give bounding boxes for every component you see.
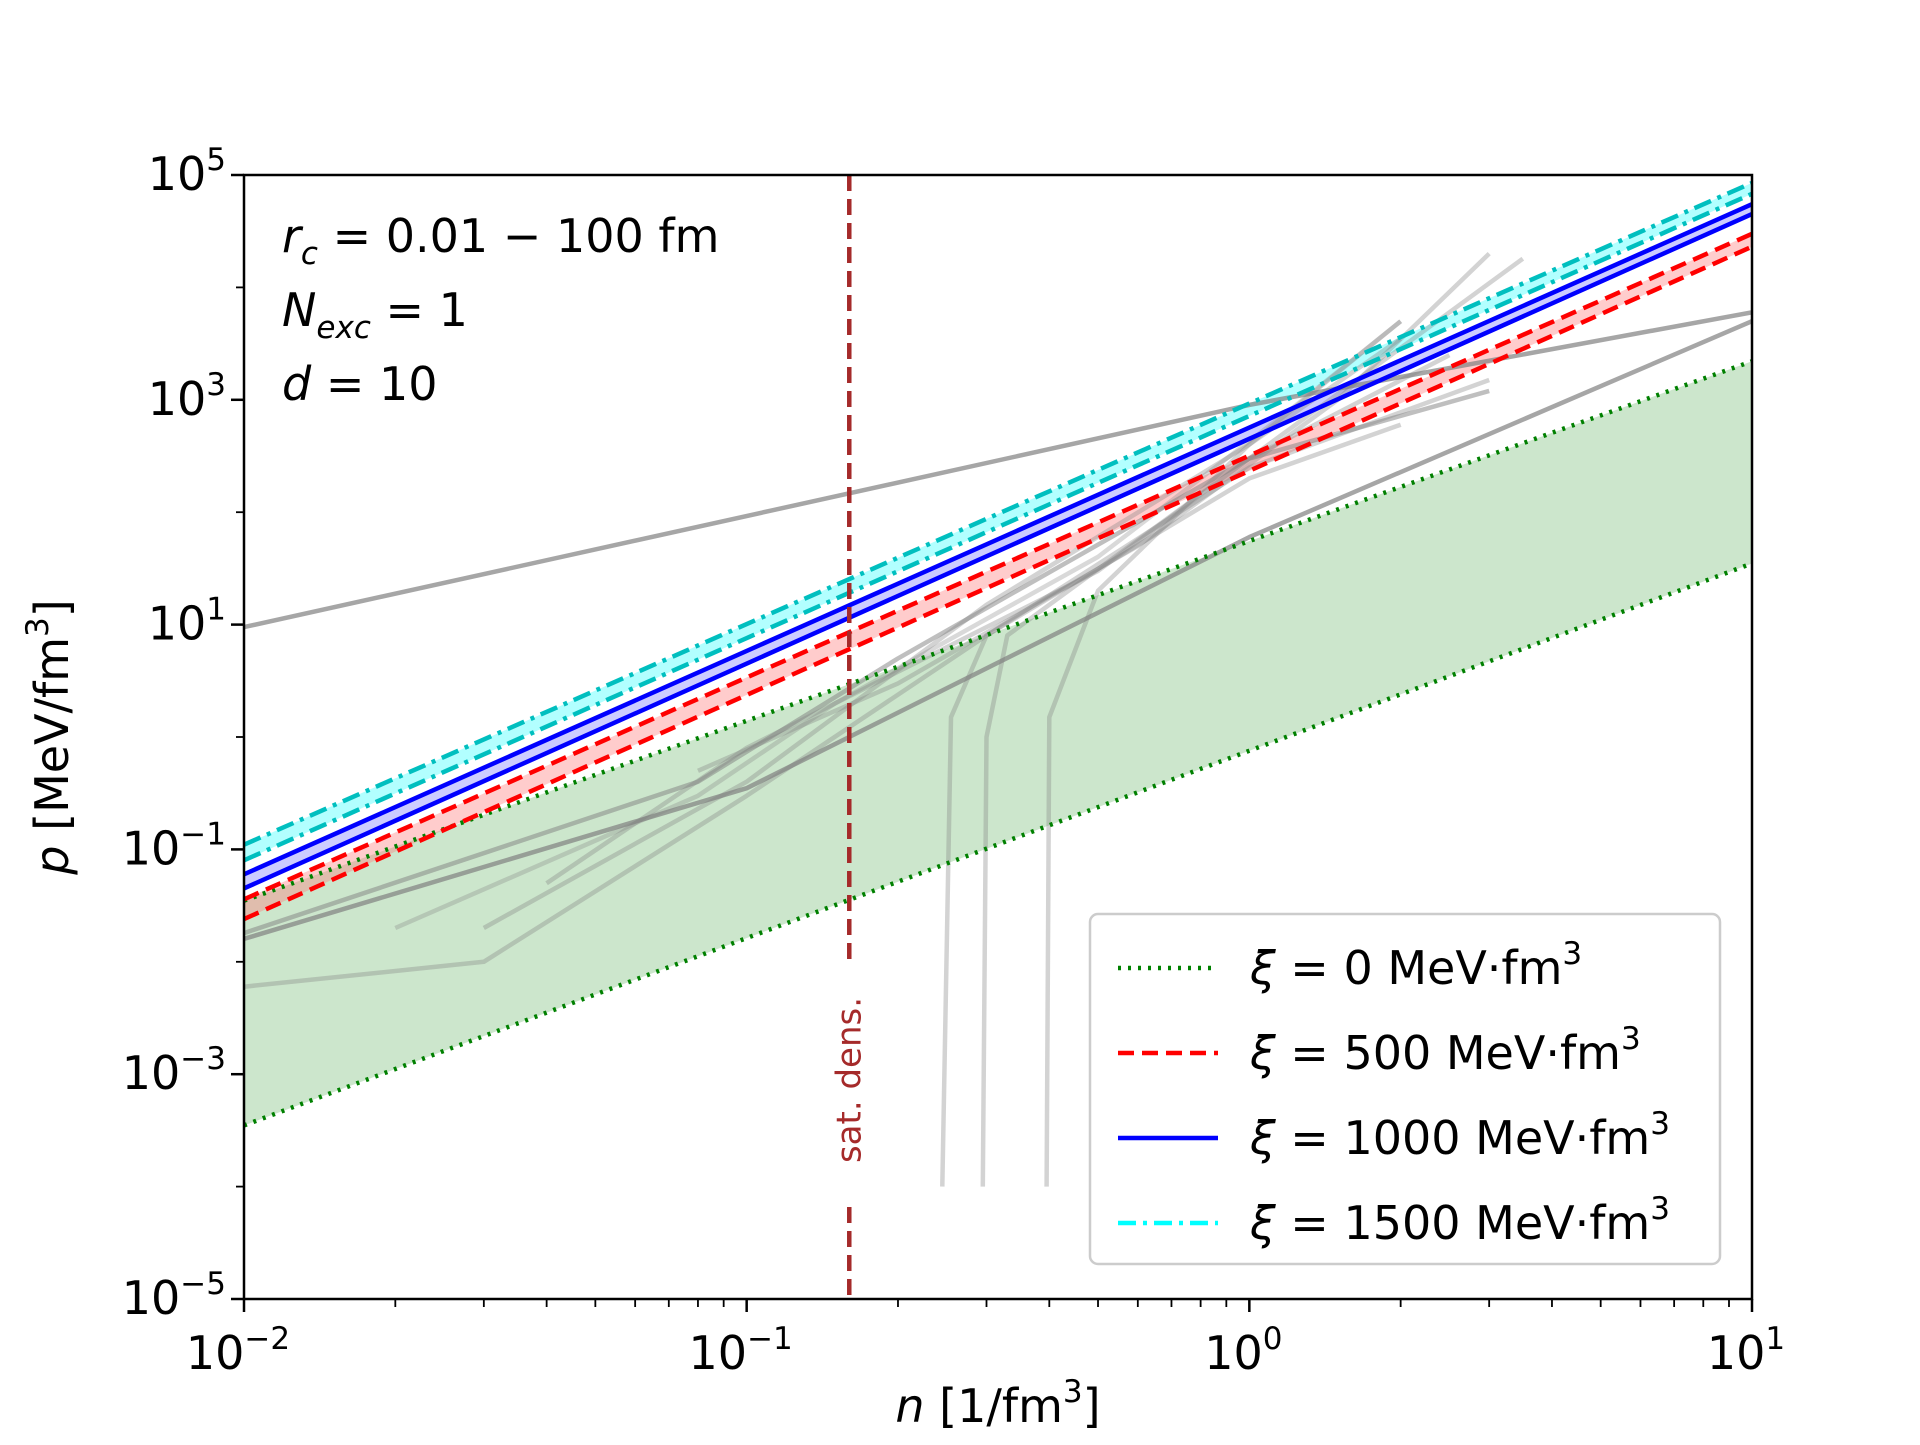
y-tick-label: 10−5 (122, 1266, 226, 1325)
band-xi-500 (244, 233, 1752, 920)
axis-labels-layer: n [1/fm3] p [MeV/fm3] (20, 599, 1101, 1433)
annotation-line-3: d = 10 (282, 357, 438, 411)
line-xi-0-lower (244, 561, 1752, 1128)
reference-curve-8 (940, 377, 1490, 1187)
line-xi-1500-upper (244, 180, 1752, 847)
legend-box (1088, 912, 1722, 1266)
line-xi-1000-upper (244, 202, 1752, 877)
legend-label-3: ξ = 1500 MeV·fm3 (1249, 1191, 1670, 1250)
x-axis-title: n [1/fm3] (895, 1374, 1100, 1433)
band-xi-1500 (244, 182, 1752, 861)
annotation-line-1: rc = 0.01 − 100 fm (282, 209, 719, 272)
line-xi-1500-lower (244, 191, 1752, 863)
bands-layer (244, 182, 1752, 1126)
band-xi-0 (244, 361, 1752, 1126)
saturation-density-layer: sat. dens. (825, 175, 874, 1299)
legend-label-1: ξ = 500 MeV·fm3 (1249, 1021, 1641, 1080)
legend-label-2: ξ = 1000 MeV·fm3 (1249, 1106, 1670, 1165)
line-xi-1000-lower (244, 211, 1752, 891)
y-tick-label: 103 (148, 367, 226, 426)
band-xi-1000 (244, 204, 1752, 889)
saturation-density-label: sat. dens. (829, 997, 869, 1163)
reference-curve-9 (980, 353, 1451, 1187)
y-tick-label: 101 (148, 592, 226, 651)
y-tick-label: 10−3 (122, 1041, 226, 1100)
annotation-line-2: Nexc = 1 (282, 283, 468, 346)
x-tick-label: 101 (1707, 1321, 1785, 1380)
line-xi-500-upper (244, 231, 1752, 902)
reference-curve-7 (697, 251, 1491, 773)
reference-curve-11 (394, 319, 1403, 931)
line-xi-500-lower (244, 244, 1752, 922)
x-tick-label: 100 (1204, 1321, 1282, 1380)
saturation-density-label-bg (825, 960, 874, 1200)
reference-curve-2 (244, 319, 1752, 942)
reference-curve-4 (244, 422, 1402, 989)
ticks-layer: 10−2 10−1 100 101 10−5 10−3 10−1 101 103 105 (122, 142, 1785, 1380)
parameter-annotation: rc = 0.01 − 100 fm Nexc = 1 d = 10 (282, 209, 719, 411)
reference-curve-5 (482, 336, 1402, 930)
line-xi-0-upper (244, 359, 1752, 903)
y-axis-title: p [MeV/fm3] (20, 599, 79, 875)
y-tick-label: 10−1 (122, 816, 226, 875)
legend: ξ = 0 MeV·fm3 ξ = 500 MeV·fm3 ξ = 1000 MeV… (1088, 912, 1722, 1266)
reference-curve-6 (545, 256, 1525, 886)
x-tick-label: 10−1 (689, 1321, 793, 1380)
y-tick-label: 105 (148, 142, 226, 201)
series-layer (244, 180, 1752, 1128)
x-tick-label: 10−2 (186, 1321, 290, 1380)
legend-label-0: ξ = 0 MeV·fm3 (1249, 936, 1582, 995)
